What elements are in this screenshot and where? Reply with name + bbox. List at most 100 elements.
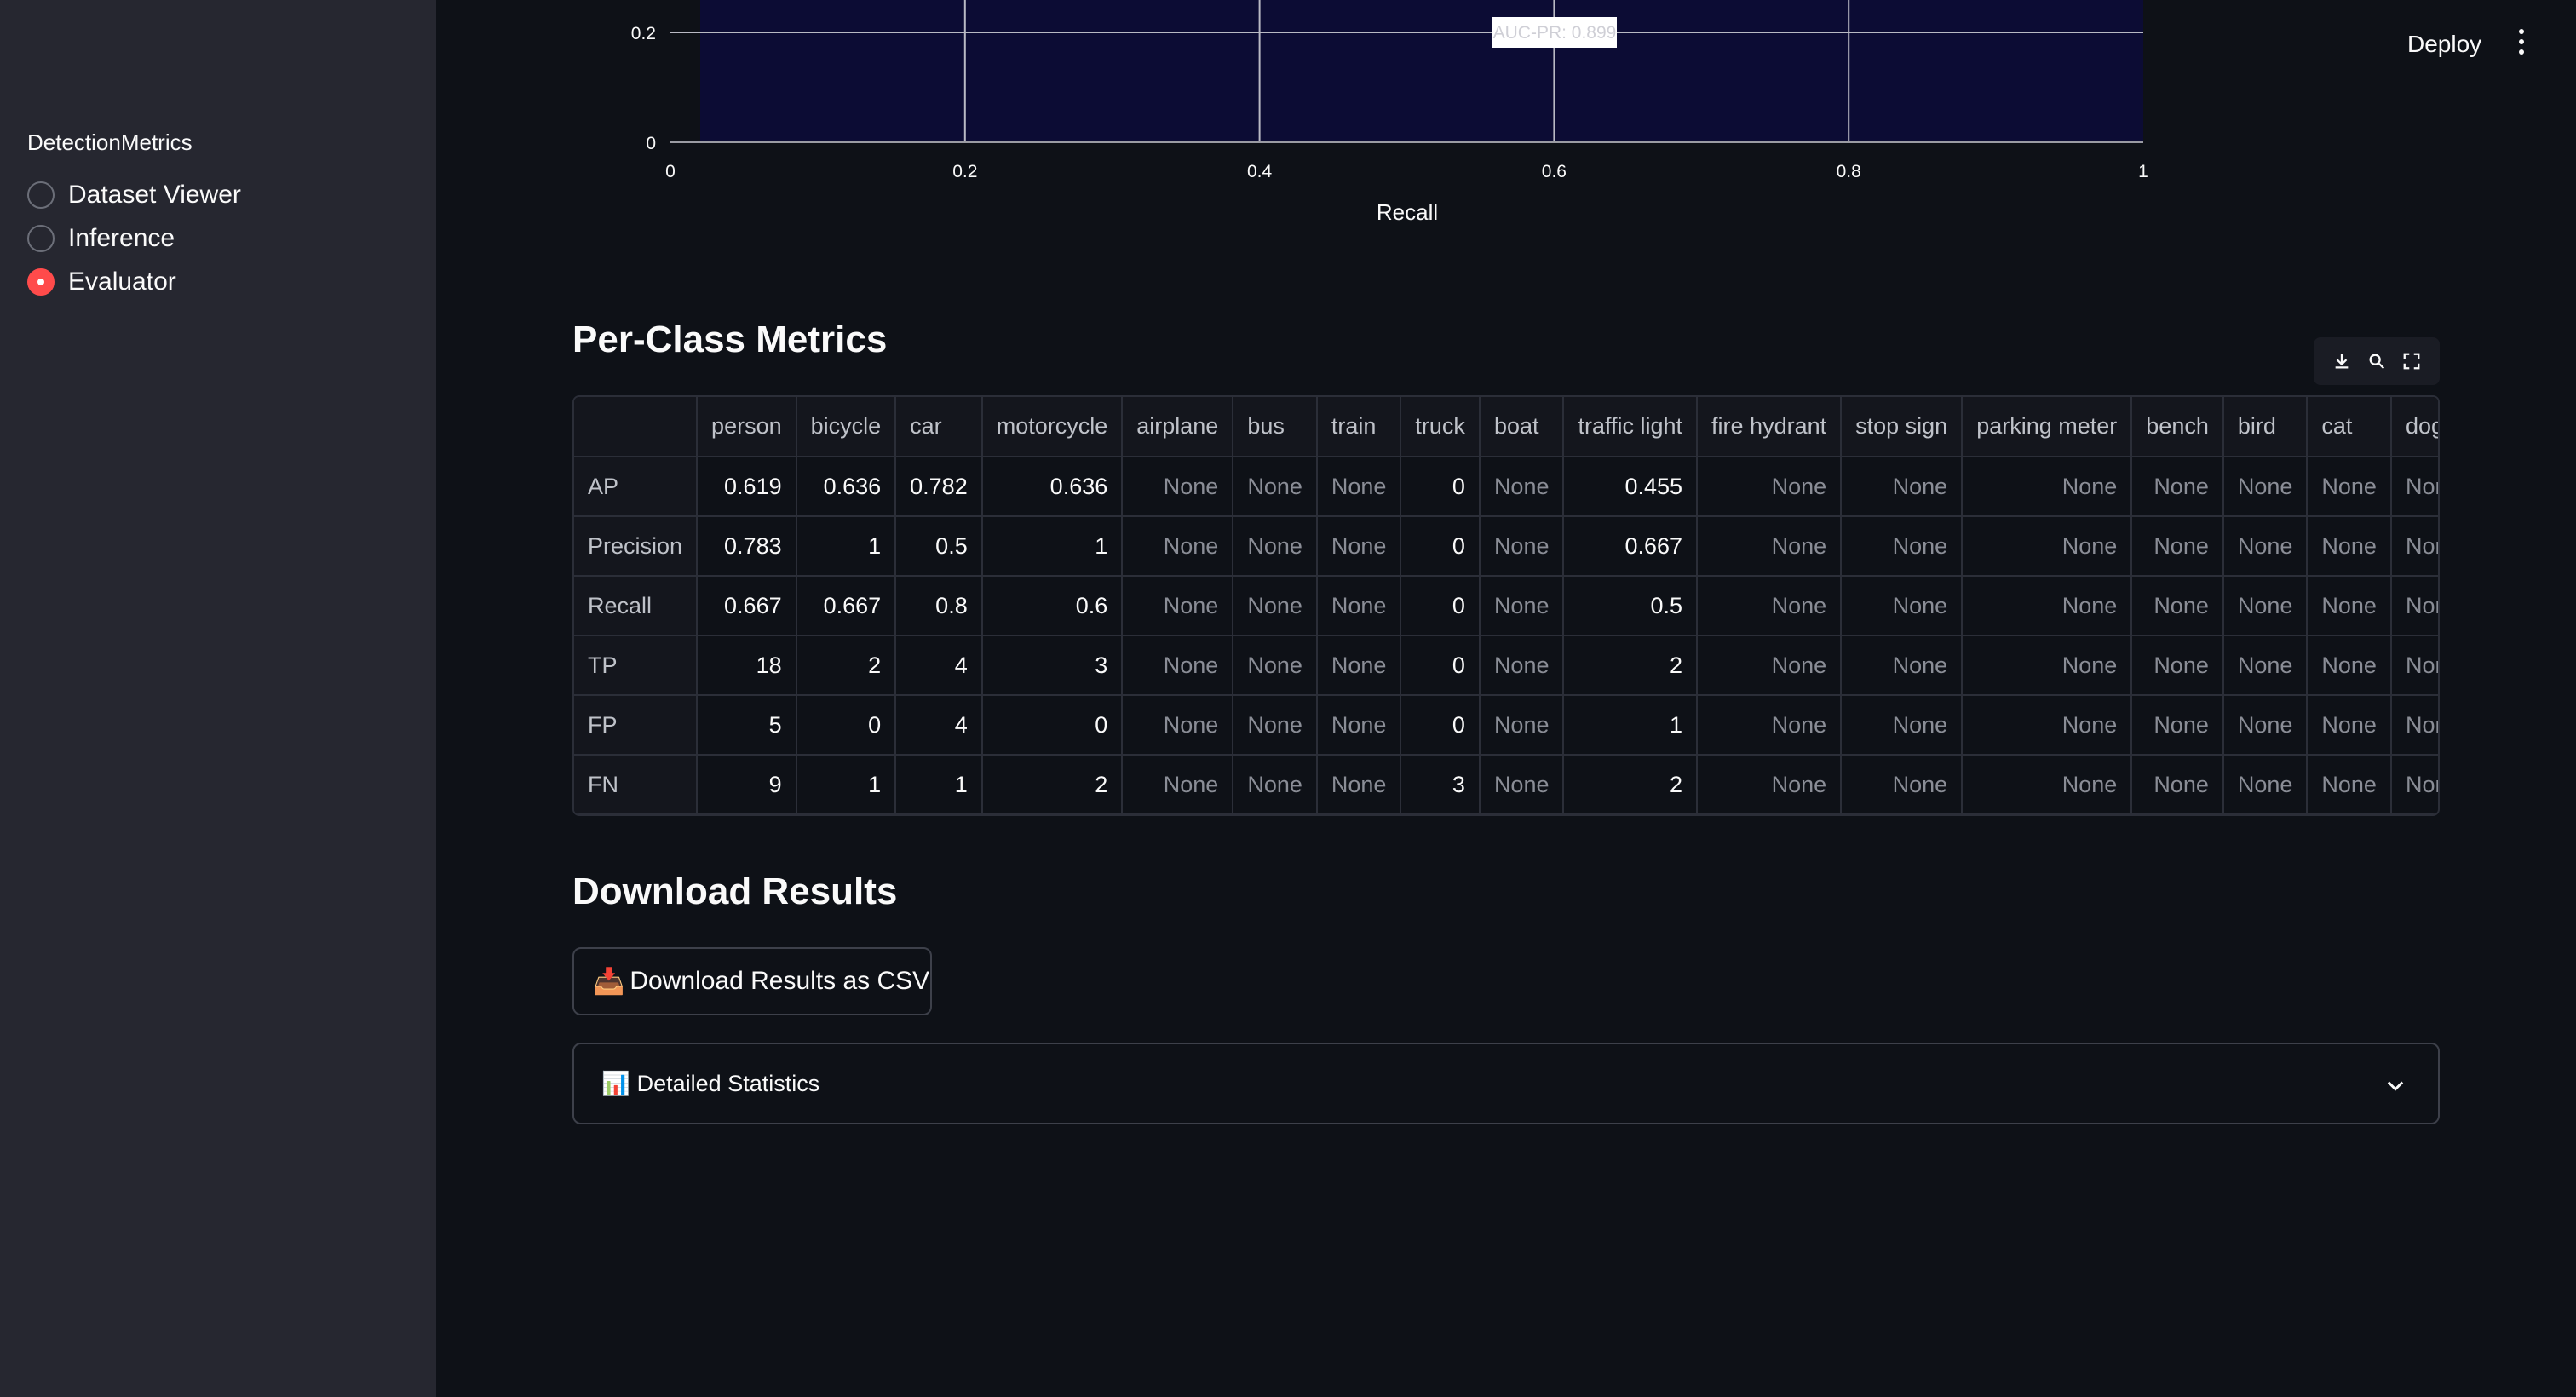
table-cell[interactable]: None <box>1697 695 1843 756</box>
column-header-motorcycle[interactable]: motorcycle <box>981 397 1124 457</box>
column-header-dog[interactable]: dog <box>2390 397 2438 457</box>
download-icon[interactable] <box>2332 352 2351 371</box>
table-cell[interactable]: None <box>2222 457 2309 517</box>
table-cell[interactable]: None <box>1841 755 1964 814</box>
table-cell[interactable]: None <box>1122 457 1234 517</box>
column-header-bench[interactable]: bench <box>2131 397 2224 457</box>
table-cell[interactable]: None <box>1233 755 1318 814</box>
table-cell[interactable]: 1 <box>796 516 897 577</box>
table-cell[interactable]: 0.636 <box>796 457 897 517</box>
table-cell[interactable]: None <box>1233 516 1318 577</box>
table-cell[interactable]: 2 <box>1563 755 1699 814</box>
radio-option-inference[interactable]: Inference <box>27 224 175 253</box>
table-cell[interactable]: None <box>1122 695 1234 756</box>
table-cell[interactable]: None <box>1316 457 1402 517</box>
fullscreen-icon[interactable] <box>2402 352 2421 371</box>
radio-unchecked-icon[interactable] <box>27 181 55 209</box>
table-cell[interactable]: 2 <box>981 755 1124 814</box>
table-cell[interactable]: None <box>1841 457 1964 517</box>
table-cell[interactable]: None <box>2131 576 2224 636</box>
table-cell[interactable]: None <box>1697 755 1843 814</box>
vertical-ellipsis-icon[interactable] <box>2511 29 2532 60</box>
table-cell[interactable]: None <box>2131 695 2224 756</box>
column-header-stop-sign[interactable]: stop sign <box>1841 397 1964 457</box>
table-cell[interactable]: 0 <box>1400 635 1481 696</box>
table-cell[interactable]: None <box>2390 576 2438 636</box>
table-cell[interactable]: None <box>1962 695 2133 756</box>
column-header-truck[interactable]: truck <box>1400 397 1481 457</box>
table-cell[interactable]: None <box>1697 635 1843 696</box>
table-cell[interactable]: 4 <box>895 635 983 696</box>
radio-option-dataset-viewer[interactable]: Dataset Viewer <box>27 181 241 210</box>
column-header-bird[interactable]: bird <box>2222 397 2309 457</box>
index-header-cell[interactable] <box>574 397 699 457</box>
table-cell[interactable]: 0.636 <box>981 457 1124 517</box>
table-cell[interactable]: None <box>1316 695 1402 756</box>
row-header-cell[interactable]: FP <box>574 695 699 756</box>
search-icon[interactable] <box>2367 352 2386 371</box>
table-cell[interactable]: None <box>1962 755 2133 814</box>
table-cell[interactable]: None <box>2307 635 2392 696</box>
table-cell[interactable]: None <box>1479 635 1565 696</box>
table-cell[interactable]: None <box>1962 635 2133 696</box>
radio-option-evaluator[interactable]: Evaluator <box>27 267 176 296</box>
table-cell[interactable]: None <box>1841 635 1964 696</box>
table-cell[interactable]: 5 <box>697 695 797 756</box>
row-header-cell[interactable]: Recall <box>574 576 699 636</box>
column-header-person[interactable]: person <box>697 397 797 457</box>
deploy-button[interactable]: Deploy <box>2407 31 2482 57</box>
table-cell[interactable]: 9 <box>697 755 797 814</box>
column-header-bus[interactable]: bus <box>1233 397 1318 457</box>
table-cell[interactable]: 0.667 <box>697 576 797 636</box>
table-cell[interactable]: 0.619 <box>697 457 797 517</box>
table-cell[interactable]: 0 <box>1400 695 1481 756</box>
download-csv-button[interactable]: 📥 Download Results as CSV <box>572 947 932 1015</box>
table-cell[interactable]: 0.782 <box>895 457 983 517</box>
table-cell[interactable]: None <box>1316 635 1402 696</box>
table-cell[interactable]: 0.5 <box>1563 576 1699 636</box>
table-cell[interactable]: None <box>1841 576 1964 636</box>
row-header-cell[interactable]: FN <box>574 755 699 814</box>
table-cell[interactable]: None <box>2131 516 2224 577</box>
table-cell[interactable]: None <box>1962 516 2133 577</box>
column-header-cat[interactable]: cat <box>2307 397 2392 457</box>
table-cell[interactable]: None <box>1122 576 1234 636</box>
table-cell[interactable]: None <box>2131 457 2224 517</box>
radio-checked-icon[interactable] <box>27 268 55 296</box>
column-header-fire-hydrant[interactable]: fire hydrant <box>1697 397 1843 457</box>
column-header-car[interactable]: car <box>895 397 983 457</box>
column-header-parking-meter[interactable]: parking meter <box>1962 397 2133 457</box>
table-cell[interactable]: 3 <box>981 635 1124 696</box>
chevron-down-icon[interactable] <box>2383 1073 2407 1097</box>
table-cell[interactable]: None <box>1697 516 1843 577</box>
table-cell[interactable]: None <box>1122 635 1234 696</box>
table-cell[interactable]: None <box>2307 755 2392 814</box>
table-cell[interactable]: None <box>2390 695 2438 756</box>
table-cell[interactable]: 3 <box>1400 755 1481 814</box>
table-cell[interactable]: None <box>1697 457 1843 517</box>
table-cell[interactable]: 0.8 <box>895 576 983 636</box>
table-cell[interactable]: None <box>2222 695 2309 756</box>
table-cell[interactable]: 1 <box>1563 695 1699 756</box>
detailed-statistics-expander[interactable]: 📊 Detailed Statistics <box>572 1043 2440 1124</box>
table-cell[interactable]: None <box>2307 695 2392 756</box>
table-cell[interactable]: None <box>2390 457 2438 517</box>
table-cell[interactable]: 2 <box>796 635 897 696</box>
table-cell[interactable]: 18 <box>697 635 797 696</box>
table-cell[interactable]: None <box>1233 576 1318 636</box>
table-cell[interactable]: 0 <box>1400 516 1481 577</box>
table-cell[interactable]: None <box>2390 516 2438 577</box>
row-header-cell[interactable]: TP <box>574 635 699 696</box>
table-cell[interactable]: 2 <box>1563 635 1699 696</box>
per-class-metrics-table[interactable]: person bicycle car motorcycle airplane bus tra… <box>572 395 2440 816</box>
table-cell[interactable]: 0 <box>981 695 1124 756</box>
column-header-bicycle[interactable]: bicycle <box>796 397 897 457</box>
table-cell[interactable]: 1 <box>981 516 1124 577</box>
table-cell[interactable]: 0.455 <box>1563 457 1699 517</box>
table-cell[interactable]: 0.667 <box>1563 516 1699 577</box>
table-cell[interactable]: None <box>1122 516 1234 577</box>
table-cell[interactable]: None <box>1233 457 1318 517</box>
table-cell[interactable]: 0.783 <box>697 516 797 577</box>
table-cell[interactable]: None <box>1962 457 2133 517</box>
table-cell[interactable]: 0.6 <box>981 576 1124 636</box>
